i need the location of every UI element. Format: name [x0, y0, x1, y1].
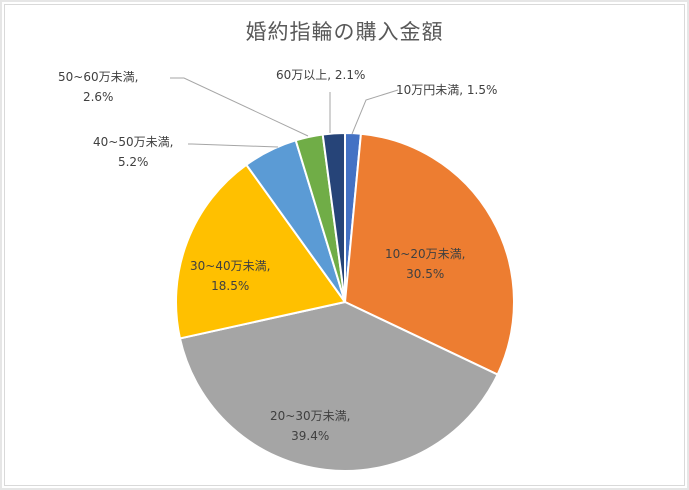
- leader-line: [351, 89, 399, 135]
- label-60-plus: 60万以上, 2.1%: [276, 68, 366, 82]
- pie-slice-3: [175, 163, 347, 340]
- pie-slice-2: [178, 300, 499, 472]
- chart-title: 婚約指輪の購入金額: [245, 20, 444, 44]
- pie-slices: [175, 131, 515, 472]
- leader-lines: [170, 77, 399, 148]
- leader-line: [170, 77, 309, 137]
- label-50-60: 50~60万未満, 2.6%: [58, 70, 139, 104]
- label-40-50: 40~50万未満, 5.2%: [93, 135, 174, 169]
- label-10-20: 10~20万未満, 30.5%: [385, 247, 466, 281]
- label-30-40: 30~40万未満, 18.5%: [190, 259, 271, 293]
- leader-line: [188, 143, 279, 148]
- pie-slice-1: [343, 132, 515, 376]
- label-under-10: 10万円未満, 1.5%: [396, 83, 498, 97]
- label-20-30: 20~30万未満, 39.4%: [270, 409, 351, 443]
- pie-slice-6: [321, 131, 346, 303]
